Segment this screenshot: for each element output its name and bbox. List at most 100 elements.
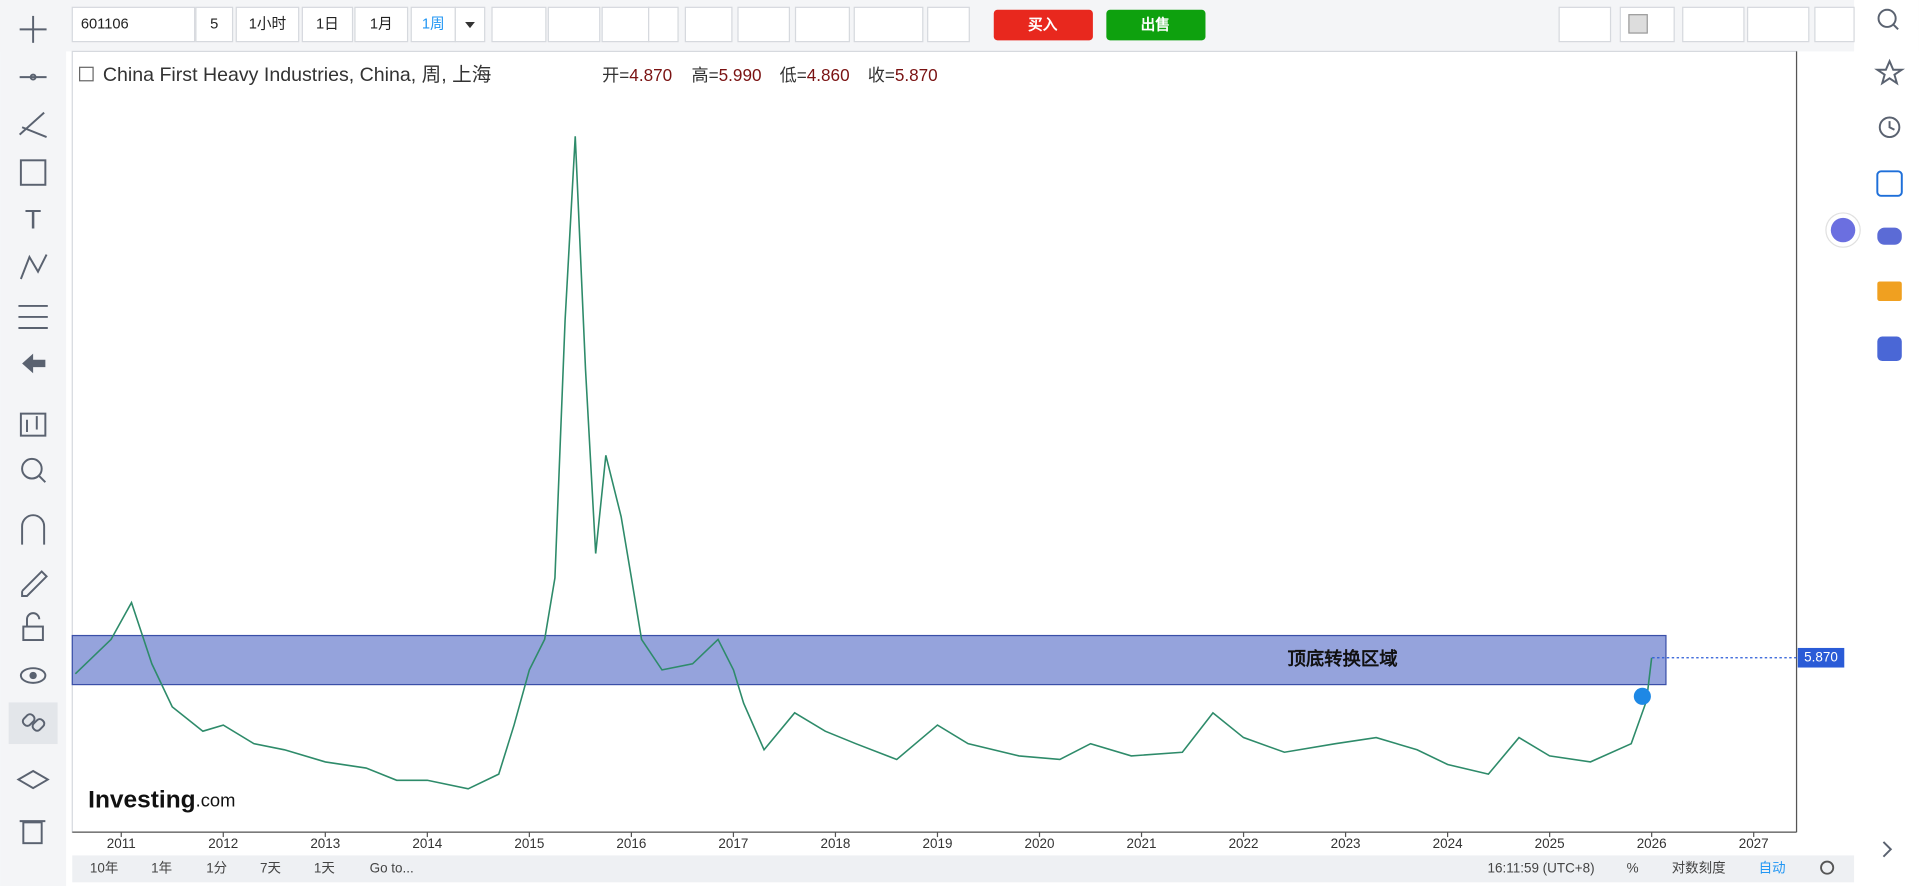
x-tick-label: 2026 <box>1637 836 1667 851</box>
range-button[interactable]: 1天 <box>314 860 335 875</box>
line-tool[interactable] <box>19 73 47 81</box>
tool-button[interactable] <box>927 6 970 43</box>
range-button[interactable]: 7天 <box>260 860 281 875</box>
interval-label[interactable]: 1周 <box>422 15 445 32</box>
visibility-tool[interactable] <box>19 667 47 684</box>
magnet-tool[interactable] <box>21 514 46 545</box>
save-button[interactable] <box>1746 6 1810 43</box>
ohlc-value: 5.870 <box>895 64 938 84</box>
scale-option[interactable]: % <box>1627 860 1639 875</box>
sell-button[interactable] <box>1106 9 1206 41</box>
back-arrow[interactable] <box>22 353 46 374</box>
interval-count-box[interactable] <box>195 6 234 43</box>
x-tick-label: 2011 <box>107 836 136 851</box>
fullscreen-button[interactable] <box>1814 6 1855 43</box>
tool-button[interactable] <box>794 6 850 43</box>
zoom-tool[interactable] <box>21 457 47 483</box>
collapse-icon[interactable] <box>1882 841 1893 858</box>
indicator-tool[interactable] <box>19 412 47 437</box>
briefcase-icon[interactable] <box>1877 281 1902 302</box>
shape-tool[interactable] <box>19 159 47 186</box>
interval-button[interactable] <box>235 6 300 43</box>
ohlc-value: 4.870 <box>629 64 672 84</box>
screenshot-button[interactable] <box>1558 6 1612 43</box>
plot-area <box>71 50 1798 833</box>
symbol-input[interactable]: 601106 <box>81 16 129 32</box>
pattern-tool[interactable] <box>19 254 48 280</box>
interval-label[interactable]: 1日 <box>316 16 339 32</box>
scale-option[interactable]: 自动 <box>1759 860 1786 875</box>
tool-button[interactable] <box>601 6 650 43</box>
position-marker <box>1633 687 1651 705</box>
interval-label[interactable]: 1小时 <box>249 15 287 32</box>
translate-icon[interactable] <box>1877 336 1902 362</box>
x-tick-label: 2027 <box>1739 836 1769 851</box>
range-button[interactable]: Go to... <box>370 860 414 875</box>
sell-label[interactable]: 出售 <box>1141 16 1170 34</box>
x-tick-label: 2017 <box>718 836 748 851</box>
watermark: Investing.com <box>88 787 235 814</box>
layers-tool[interactable] <box>16 769 50 790</box>
scale-option[interactable]: 对数刻度 <box>1672 860 1726 875</box>
lock-tool[interactable] <box>22 612 44 642</box>
range-button[interactable]: 1分 <box>206 860 227 875</box>
settings-icon[interactable] <box>1820 860 1835 875</box>
ohlc-label: 低= <box>780 64 807 84</box>
load-button[interactable] <box>1682 6 1745 43</box>
tool-button[interactable] <box>737 6 791 43</box>
search-icon[interactable] <box>1877 8 1899 31</box>
collapse-box <box>79 66 94 82</box>
x-tick-label: 2016 <box>616 836 646 851</box>
fib-tool[interactable] <box>18 304 48 329</box>
x-tick-label: 2019 <box>923 836 953 851</box>
clock: 16:11:59 (UTC+8) <box>1488 860 1595 875</box>
x-tick-label: 2013 <box>310 836 340 851</box>
bottom-bar <box>72 855 1855 883</box>
tool-button[interactable] <box>853 6 924 43</box>
ohlc-label: 收= <box>868 64 895 84</box>
ohlc-label: 高= <box>691 64 718 84</box>
interval-button[interactable] <box>354 6 409 43</box>
x-tick-label: 2015 <box>514 836 544 851</box>
game-icon[interactable] <box>1877 227 1902 245</box>
translate-float-icon[interactable] <box>1830 217 1856 243</box>
range-button[interactable]: 10年 <box>90 860 118 875</box>
symbol-box[interactable] <box>71 6 196 43</box>
range-button[interactable]: 1年 <box>151 860 172 875</box>
link-tool[interactable] <box>21 713 46 733</box>
tool-button[interactable] <box>547 6 601 43</box>
x-tick-label: 2020 <box>1025 836 1055 851</box>
clock-icon[interactable] <box>1878 116 1901 139</box>
tool-button[interactable] <box>648 6 679 43</box>
tool-button[interactable] <box>491 6 547 43</box>
interval-button[interactable] <box>410 6 456 43</box>
right-sidebar <box>1854 0 1919 886</box>
watermark-domain: .com <box>196 789 236 810</box>
interval-label[interactable]: 1月 <box>370 16 393 32</box>
crosshair-tool[interactable] <box>19 15 47 43</box>
text-tool-icon[interactable]: T <box>25 205 41 235</box>
x-tick-label: 2021 <box>1127 836 1157 851</box>
ohlc: 开=4.870 高=5.990 低=4.860 收=5.870 <box>602 64 938 84</box>
right-tools <box>1825 8 1906 858</box>
price-line <box>74 136 1653 790</box>
buy-label[interactable]: 买入 <box>1028 17 1058 34</box>
watermark-brand: Investing <box>88 787 195 814</box>
ohlc-value: 5.990 <box>719 64 762 84</box>
ai-icon[interactable] <box>1876 170 1903 197</box>
x-tick-label: 2012 <box>208 836 238 851</box>
buy-button[interactable] <box>993 9 1093 41</box>
x-tick-label: 2025 <box>1535 836 1565 851</box>
watchlist-icon[interactable] <box>1874 58 1906 86</box>
edit-tool[interactable] <box>21 570 48 597</box>
interval-button[interactable] <box>301 6 354 43</box>
delete-tool[interactable] <box>19 820 46 845</box>
x-tick-label: 2014 <box>412 836 442 851</box>
trend-tool[interactable] <box>18 111 47 138</box>
x-tick-label: 2023 <box>1331 836 1361 851</box>
tool-button[interactable] <box>684 6 733 43</box>
x-tick-label: 2024 <box>1433 836 1463 851</box>
interval-count[interactable]: 5 <box>210 16 218 32</box>
left-sidebar <box>0 0 67 886</box>
